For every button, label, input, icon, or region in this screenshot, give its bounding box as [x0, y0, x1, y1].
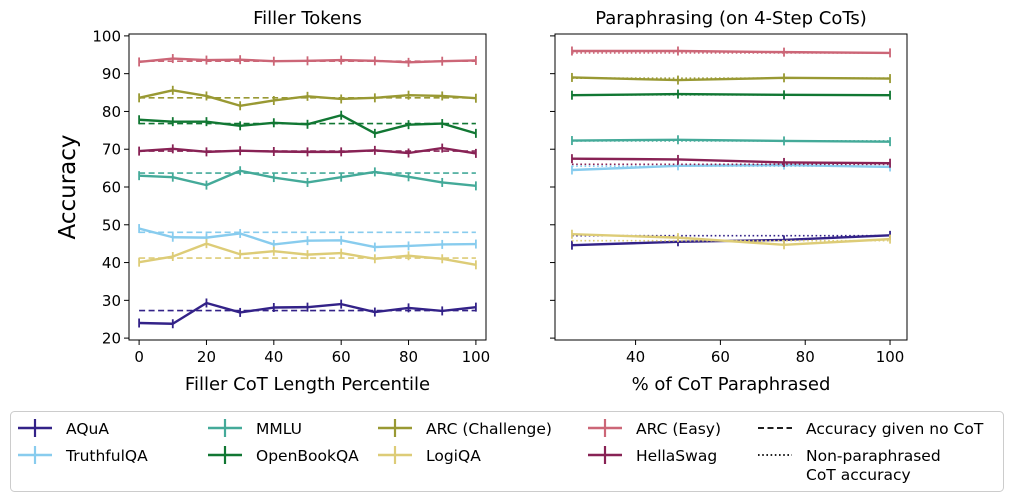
x-axis-label: Filler CoT Length Percentile	[185, 374, 430, 395]
legend-label-line: LogiQA	[426, 447, 481, 465]
y-tick-label: 40	[102, 254, 121, 272]
legend-label-line: OpenBookQA	[256, 447, 359, 465]
x-tick-label: 100	[876, 348, 905, 366]
x-tick-label: 0	[134, 348, 144, 366]
panel-title: Filler Tokens	[253, 8, 362, 29]
x-tick-label: 20	[197, 348, 216, 366]
series-line	[571, 92, 891, 97]
legend-label-line: ARC (Challenge)	[426, 420, 552, 438]
legend-label: HellaSwag	[636, 447, 717, 465]
x-tick-label: 80	[399, 348, 418, 366]
legend-label-line: Non-paraphrased	[806, 447, 941, 465]
legend-label-line: Accuracy given no CoT	[806, 420, 984, 438]
legend-label: OpenBookQA	[256, 447, 359, 465]
x-tick-label: 80	[796, 348, 815, 366]
legend-label-line: CoT accuracy	[806, 466, 911, 484]
legend-label-line: ARC (Easy)	[636, 420, 721, 438]
y-tick-label: 80	[102, 103, 121, 121]
y-tick-label: 20	[102, 330, 121, 348]
series-line	[571, 163, 891, 172]
legend-box	[10, 411, 1004, 492]
legend-label-line: AQuA	[66, 420, 109, 438]
legend-label: Non-paraphrased CoT accuracy	[806, 447, 941, 484]
y-tick-label: 70	[102, 141, 121, 159]
series-line	[571, 49, 891, 55]
legend-label: MMLU	[256, 420, 302, 438]
x-tick-label: 60	[711, 348, 730, 366]
series-line	[571, 138, 891, 143]
y-tick-label: 100	[92, 27, 121, 45]
series-line	[571, 233, 891, 247]
legend-label: AQuA	[66, 420, 109, 438]
series-line	[571, 76, 891, 82]
x-tick-label: 100	[462, 348, 491, 366]
series-line	[571, 157, 891, 165]
legend-label: Accuracy given no CoT	[806, 420, 984, 438]
x-axis-label: % of CoT Paraphrased	[632, 374, 831, 395]
axes-frame	[128, 33, 487, 341]
x-tick-label: 60	[332, 348, 351, 366]
y-tick-label: 30	[102, 292, 121, 310]
legend-label: ARC (Easy)	[636, 420, 721, 438]
y-axis-label: Accuracy	[55, 134, 81, 239]
legend-label-line: MMLU	[256, 420, 302, 438]
y-tick-label: 60	[102, 179, 121, 197]
y-tick-label: 50	[102, 216, 121, 234]
panel-title: Paraphrasing (on 4-Step CoTs)	[595, 8, 867, 29]
x-tick-label: 40	[626, 348, 645, 366]
legend-label: TruthfulQA	[65, 447, 148, 465]
y-tick-label: 90	[102, 65, 121, 83]
legend-label: ARC (Challenge)	[426, 420, 552, 438]
legend-label: LogiQA	[426, 447, 481, 465]
legend-label-line: HellaSwag	[636, 447, 717, 465]
legend-label-line: TruthfulQA	[65, 447, 148, 465]
x-tick-label: 40	[264, 348, 283, 366]
